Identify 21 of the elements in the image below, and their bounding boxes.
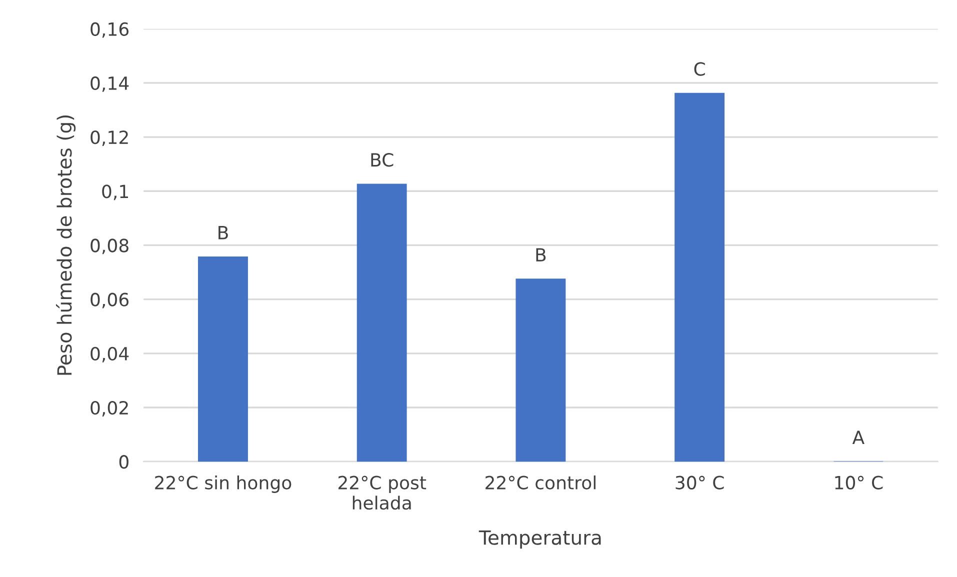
- y-tick-label: 0,06: [90, 292, 129, 308]
- x-tick-label: 22°C control: [486, 475, 596, 490]
- y-tick-label: 0,16: [90, 22, 129, 38]
- x-tick-label: 22°C post helada: [338, 476, 426, 510]
- y-tick-label: 0,04: [90, 346, 129, 362]
- y-tick-label: 0,14: [90, 76, 129, 92]
- annotation: B: [536, 248, 546, 262]
- annotation: BC: [371, 153, 394, 167]
- x-axis-title: Temperatura: [478, 530, 601, 549]
- y-tick-label: 0,02: [90, 400, 128, 416]
- annotation: B: [218, 226, 228, 240]
- y-tick-label: 0,12: [90, 130, 128, 146]
- y-tick-label: 0: [119, 455, 128, 469]
- x-tick-label: 30° C: [676, 476, 724, 490]
- annotation: A: [852, 430, 864, 444]
- annotation: C: [694, 62, 705, 76]
- y-axis-title: Peso húmedo de brotes (g): [56, 115, 76, 375]
- x-tick-label: 10° C: [835, 476, 883, 490]
- y-tick-label: 0,1: [102, 184, 128, 200]
- x-tick-label: 22°C sin hongo: [155, 475, 292, 493]
- y-tick-label: 0,08: [90, 238, 128, 254]
